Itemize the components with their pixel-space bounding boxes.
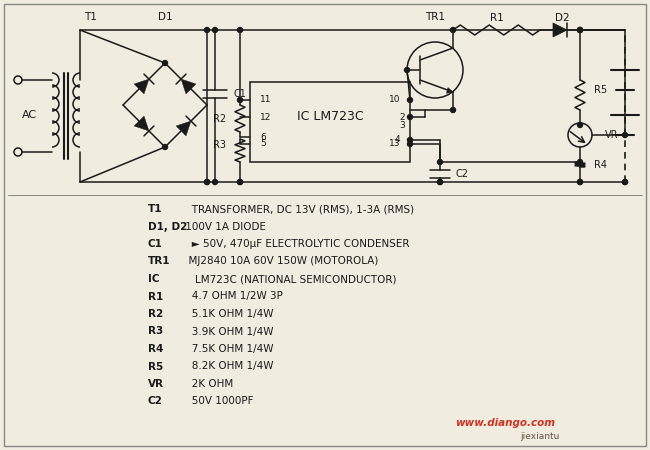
Text: D1, D2: D1, D2 bbox=[148, 221, 187, 231]
Text: C1: C1 bbox=[148, 239, 163, 249]
Circle shape bbox=[237, 180, 242, 184]
Circle shape bbox=[205, 180, 209, 184]
Circle shape bbox=[408, 141, 413, 147]
Text: 4: 4 bbox=[395, 135, 400, 144]
Text: VR: VR bbox=[605, 130, 619, 140]
Text: T1: T1 bbox=[148, 204, 162, 214]
Text: VR: VR bbox=[148, 379, 164, 389]
Circle shape bbox=[213, 180, 218, 184]
Text: 7.5K OHM 1/4W: 7.5K OHM 1/4W bbox=[182, 344, 274, 354]
Text: R2: R2 bbox=[148, 309, 163, 319]
Text: 11: 11 bbox=[260, 95, 272, 104]
Text: ► 50V, 470μF ELECTROLYTIC CONDENSER: ► 50V, 470μF ELECTROLYTIC CONDENSER bbox=[182, 239, 410, 249]
Circle shape bbox=[237, 27, 242, 32]
Text: www.diango.com: www.diango.com bbox=[455, 418, 555, 428]
Text: 2K OHM: 2K OHM bbox=[182, 379, 233, 389]
Text: T1: T1 bbox=[84, 12, 96, 22]
Circle shape bbox=[404, 68, 410, 72]
Text: R1: R1 bbox=[148, 292, 163, 302]
Polygon shape bbox=[447, 88, 453, 93]
Circle shape bbox=[577, 27, 582, 32]
Circle shape bbox=[577, 180, 582, 184]
Text: IC LM723C: IC LM723C bbox=[296, 111, 363, 123]
Text: C2: C2 bbox=[456, 169, 469, 179]
Polygon shape bbox=[176, 121, 191, 136]
Text: 5.1K OHM 1/4W: 5.1K OHM 1/4W bbox=[182, 309, 274, 319]
Circle shape bbox=[450, 108, 456, 112]
Text: LM723C (NATIONAL SEMICONDUCTOR): LM723C (NATIONAL SEMICONDUCTOR) bbox=[182, 274, 396, 284]
Circle shape bbox=[450, 27, 456, 32]
Circle shape bbox=[408, 98, 413, 103]
Circle shape bbox=[577, 159, 582, 165]
Text: R4: R4 bbox=[148, 344, 163, 354]
Circle shape bbox=[577, 27, 582, 32]
Polygon shape bbox=[553, 23, 567, 37]
Circle shape bbox=[623, 180, 627, 184]
Bar bbox=[250, 82, 410, 162]
Text: 2: 2 bbox=[399, 112, 405, 122]
Circle shape bbox=[437, 180, 443, 184]
Text: R4: R4 bbox=[594, 159, 607, 170]
Circle shape bbox=[237, 98, 242, 103]
Circle shape bbox=[408, 138, 413, 143]
Text: R3: R3 bbox=[148, 327, 163, 337]
Circle shape bbox=[437, 159, 443, 165]
Text: AC: AC bbox=[22, 110, 37, 120]
Text: TR1: TR1 bbox=[425, 12, 445, 22]
Text: 10: 10 bbox=[389, 95, 400, 104]
Circle shape bbox=[623, 132, 627, 138]
Circle shape bbox=[577, 27, 582, 32]
Text: jiexiantu: jiexiantu bbox=[520, 432, 560, 441]
Text: 50V 1000PF: 50V 1000PF bbox=[182, 396, 254, 406]
Circle shape bbox=[623, 180, 627, 184]
Circle shape bbox=[162, 60, 168, 66]
Text: C1: C1 bbox=[233, 89, 246, 99]
Text: D1: D1 bbox=[158, 12, 172, 22]
Text: MJ2840 10A 60V 150W (MOTOROLA): MJ2840 10A 60V 150W (MOTOROLA) bbox=[182, 256, 378, 266]
Text: 100V 1A DIODE: 100V 1A DIODE bbox=[182, 221, 266, 231]
Text: R5: R5 bbox=[148, 361, 163, 372]
Text: 12: 12 bbox=[260, 112, 272, 122]
Circle shape bbox=[205, 27, 209, 32]
Circle shape bbox=[205, 180, 209, 184]
Text: C2: C2 bbox=[148, 396, 163, 406]
Text: 8.2K OHM 1/4W: 8.2K OHM 1/4W bbox=[182, 361, 274, 372]
Text: R1: R1 bbox=[489, 13, 503, 23]
Text: IC: IC bbox=[148, 274, 159, 284]
Text: D2: D2 bbox=[554, 13, 569, 23]
Polygon shape bbox=[134, 116, 149, 131]
Text: R5: R5 bbox=[594, 85, 607, 95]
Circle shape bbox=[577, 122, 582, 127]
Circle shape bbox=[577, 180, 582, 184]
Polygon shape bbox=[134, 79, 149, 94]
Text: TR1: TR1 bbox=[148, 256, 170, 266]
Polygon shape bbox=[181, 79, 196, 94]
Circle shape bbox=[213, 27, 218, 32]
Text: 5: 5 bbox=[260, 140, 266, 148]
Circle shape bbox=[437, 180, 443, 184]
Text: R3: R3 bbox=[213, 140, 226, 150]
Circle shape bbox=[237, 180, 242, 184]
Text: 3: 3 bbox=[399, 121, 405, 130]
Circle shape bbox=[408, 114, 413, 120]
Circle shape bbox=[162, 144, 168, 149]
Text: 4.7 OHM 1/2W 3P: 4.7 OHM 1/2W 3P bbox=[182, 292, 283, 302]
Text: 6: 6 bbox=[260, 132, 266, 141]
Text: R2: R2 bbox=[213, 113, 226, 123]
Text: 3.9K OHM 1/4W: 3.9K OHM 1/4W bbox=[182, 327, 274, 337]
Text: 13: 13 bbox=[389, 140, 400, 148]
Text: TRANSFORMER, DC 13V (RMS), 1-3A (RMS): TRANSFORMER, DC 13V (RMS), 1-3A (RMS) bbox=[182, 204, 414, 214]
